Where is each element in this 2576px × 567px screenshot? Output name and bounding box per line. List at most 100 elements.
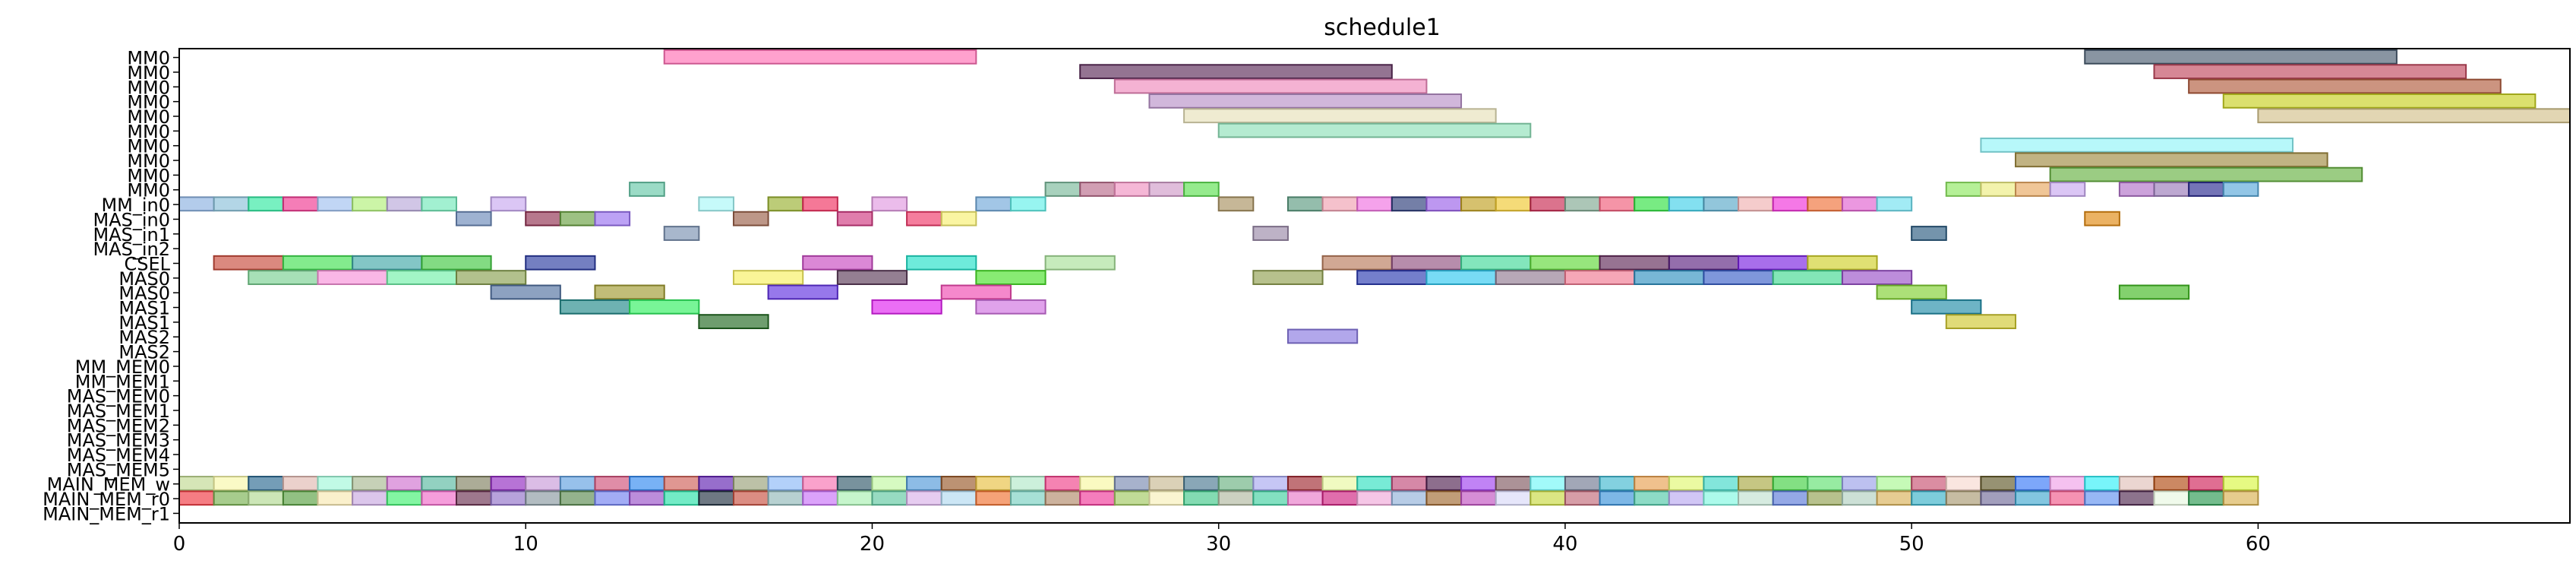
schedule-bar-177 [2153,476,2190,491]
schedule-bar-196 [732,490,769,506]
schedule-bar-84 [1460,255,1532,271]
schedule-bar-117 [698,314,769,330]
schedule-bar-62 [455,211,492,226]
schedule-bar-98 [1356,270,1428,285]
schedule-bar-75 [282,255,354,271]
schedule-bar-22 [2015,182,2051,197]
schedule-bar-235 [2084,490,2120,506]
schedule-bar-130 [525,476,561,491]
bars-layer [178,49,2571,506]
schedule-bar-164 [1703,476,1740,491]
schedule-bar-94 [732,270,804,285]
schedule-bar-178 [2188,476,2224,491]
schedule-bar-30 [248,196,284,212]
schedule-bar-92 [386,270,457,285]
x-tick-label: 50 [1899,533,1924,556]
schedule-bar-175 [2084,476,2120,491]
y-tick-label: MAS2 [118,327,170,348]
x-tick-label: 10 [513,533,538,556]
schedule-bar-103 [1703,270,1774,285]
schedule-bar-231 [1945,490,1982,506]
schedule-bar-172 [1980,476,2017,491]
schedule-bar-60 [1841,196,1878,212]
schedule-bar-151 [1252,476,1289,491]
schedule-bar-163 [1668,476,1705,491]
schedule-bar-11 [1980,138,2294,153]
schedule-bar-51 [1530,196,1566,212]
schedule-bar-122 [248,476,284,491]
schedule-bar-166 [1772,476,1809,491]
schedule-bar-36 [490,196,527,212]
schedule-bar-132 [594,476,631,491]
schedule-bar-14 [629,182,665,197]
schedule-bar-69 [940,211,977,226]
schedule-bar-215 [1391,490,1428,506]
y-tick-label: MM0 [127,77,170,98]
y-tick-label: MAS_MEM2 [67,415,170,436]
schedule-bar-238 [2188,490,2224,506]
schedule-bar-25 [2153,182,2190,197]
schedule-bar-102 [1634,270,1705,285]
schedule-bar-73 [1911,226,1947,241]
schedule-bar-213 [1321,490,1359,506]
schedule-bar-186 [386,490,423,506]
schedule-bar-207 [1113,490,1151,506]
y-tick-label: MM_MEM0 [75,356,170,378]
y-tick-label: MAIN_MEM_r0 [43,489,170,510]
schedule-bar-123 [282,476,319,491]
schedule-bar-58 [1772,196,1809,212]
schedule-bar-68 [906,211,942,226]
y-tick-label: MAS_MEM0 [67,386,170,407]
schedule-bar-39 [802,196,838,212]
schedule-bar-236 [2118,490,2155,506]
schedule-bar-144 [1009,476,1046,491]
schedule-bar-125 [352,476,388,491]
schedule-bar-124 [317,476,354,491]
y-tick-label: MM_in0 [101,195,170,216]
schedule-bar-96 [975,270,1046,285]
schedule-bar-45 [1321,196,1359,212]
schedule-bar-232 [1980,490,2017,506]
schedule-bar-28 [178,196,215,212]
schedule-bar-149 [1183,476,1220,491]
schedule-bar-90 [248,270,319,285]
schedule-bar-70 [2084,211,2120,226]
schedule-bar-4 [1113,78,1428,94]
schedule-bar-46 [1356,196,1393,212]
schedule-bar-1 [2084,49,2398,65]
schedule-bar-185 [352,490,388,506]
y-tick-label: MM0 [127,106,170,128]
schedule-bar-182 [248,490,284,506]
schedule-bar-222 [1634,490,1670,506]
schedule-bar-113 [629,299,700,315]
schedule-bar-205 [1044,490,1081,506]
y-axis: MM0MM0MM0MM0MM0MM0MM0MM0MM0MM0MM_in0MAS_… [43,48,179,524]
schedule-bar-40 [871,196,908,212]
schedule-bar-72 [1252,226,1289,241]
schedule-bar-99 [1425,270,1497,285]
schedule-bar-170 [1911,476,1947,491]
schedule-bar-100 [1495,270,1566,285]
schedule-bar-91 [317,270,388,285]
y-tick-label: MM0 [127,165,170,186]
y-tick-label: MAIN_MEM_r1 [43,503,170,524]
schedule-bar-198 [802,490,838,506]
schedule-bar-174 [2049,476,2086,491]
schedule-bar-190 [525,490,561,506]
schedule-bar-165 [1738,476,1774,491]
schedule-bar-217 [1460,490,1497,506]
x-tick-label: 60 [2246,533,2271,556]
schedule-bar-27 [2222,182,2259,197]
schedule-bar-8 [1183,108,1497,124]
y-tick-label: MAS_in1 [93,224,170,245]
y-tick-label: MAS0 [118,283,170,304]
schedule-bar-229 [1876,490,1913,506]
schedule-bar-106 [490,284,561,300]
y-tick-label: MAS_in2 [93,239,170,260]
schedule-bar-234 [2049,490,2086,506]
schedule-bar-153 [1321,476,1359,491]
y-tick-label: MM0 [127,121,170,142]
schedule-bar-32 [317,196,354,212]
schedule-bar-146 [1079,476,1116,491]
